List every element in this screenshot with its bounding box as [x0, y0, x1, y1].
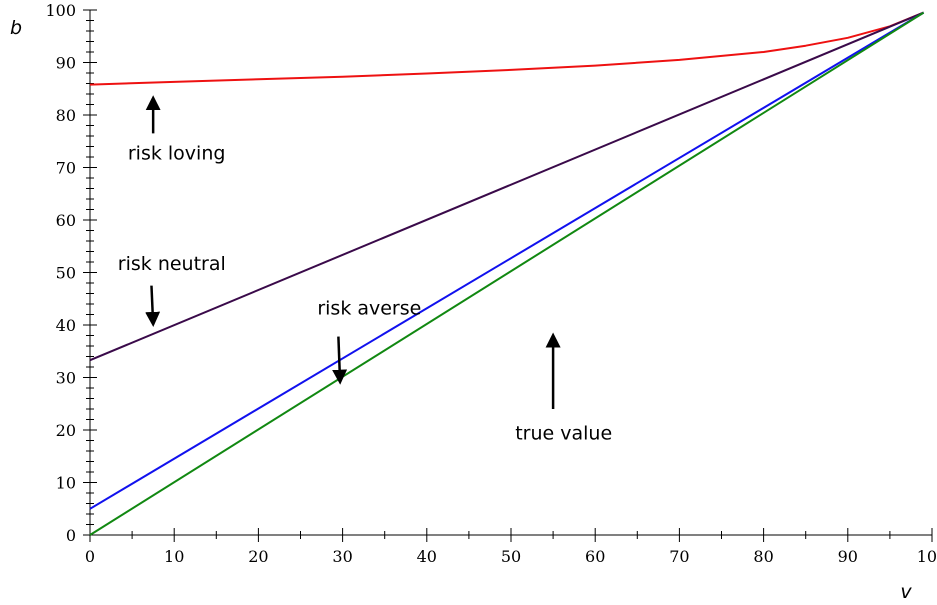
x-tick-label: 30 — [332, 547, 352, 566]
y-tick-label: 20 — [56, 421, 76, 440]
x-tick-label: 40 — [417, 547, 437, 566]
x-tick-label: 80 — [753, 547, 773, 566]
x-tick-label: 100 — [917, 547, 937, 566]
annotation-label-0: risk loving — [128, 143, 226, 165]
series — [89, 11, 925, 536]
annotation-label-1: risk neutral — [118, 253, 226, 275]
x-tick-label: 20 — [248, 547, 268, 566]
series-line-3 — [89, 11, 925, 536]
x-axis-title: v — [900, 581, 912, 603]
x-tick-label: 70 — [669, 547, 689, 566]
annotation-arrow-1 — [145, 285, 161, 327]
y-tick-label: 80 — [56, 106, 76, 125]
annotation-arrow-2 — [332, 336, 348, 385]
y-tick-label: 40 — [56, 316, 76, 335]
y-tick-label: 90 — [56, 54, 76, 73]
x-tick-label: 60 — [585, 547, 605, 566]
y-tick-label: 0 — [66, 526, 76, 545]
y-tick-label: 70 — [56, 159, 76, 178]
tick-labels: 0 10 20 30 40 50 60 70 80 90 100 0 10 20 30 40 50 60 70 80 9… — [45, 1, 937, 566]
series-line-0 — [89, 11, 924, 86]
x-tick-label: 10 — [164, 547, 184, 566]
y-tick-label: 30 — [56, 369, 76, 388]
ticks — [83, 9, 933, 542]
annotations: risk loving risk neutral risk averse true v… — [118, 95, 612, 444]
y-tick-label: 60 — [56, 211, 76, 230]
annotation-label-3: true value — [515, 422, 612, 444]
series-line-2 — [89, 11, 925, 510]
x-tick-label: 90 — [838, 547, 858, 566]
x-tick-label: 0 — [85, 547, 95, 566]
x-tick-label: 50 — [501, 547, 521, 566]
annotation-label-2: risk averse — [317, 298, 421, 320]
y-tick-label: 100 — [45, 1, 76, 20]
y-tick-label: 50 — [56, 264, 76, 283]
series-line-1 — [89, 11, 924, 362]
y-tick-label: 10 — [56, 474, 76, 493]
y-axis-title: b — [10, 17, 22, 39]
